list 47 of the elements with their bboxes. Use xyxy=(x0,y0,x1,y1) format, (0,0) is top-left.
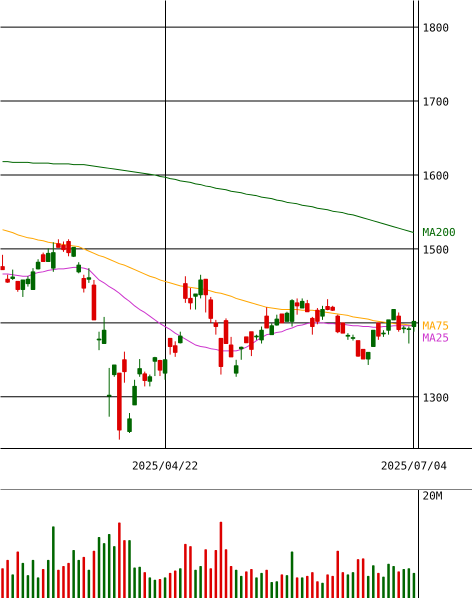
candlestick xyxy=(152,356,158,377)
candlestick xyxy=(228,336,234,358)
candlestick xyxy=(294,298,300,316)
candlestick xyxy=(412,320,416,332)
candlestick xyxy=(158,359,162,377)
candlestick xyxy=(304,299,310,312)
candlestick xyxy=(76,262,81,274)
candlestick xyxy=(15,280,20,292)
text: 20M xyxy=(422,490,443,502)
candlestick xyxy=(264,306,269,328)
x-tick-label: 2025/04/22 xyxy=(132,460,198,472)
y-tick-label: 1700 xyxy=(422,96,449,109)
candlestick xyxy=(148,374,152,387)
candlestick xyxy=(82,274,86,294)
y-tick-label: 1600 xyxy=(422,169,449,182)
candlestick xyxy=(137,358,142,378)
candlestick xyxy=(214,319,218,336)
y-tick-label: 1500 xyxy=(422,243,449,256)
x-tick-label: 2025/07/04 xyxy=(380,460,448,472)
candlestick xyxy=(203,278,208,313)
candlestick xyxy=(142,371,148,387)
candlestick xyxy=(234,359,238,378)
y-tick-label: 1800 xyxy=(422,22,449,35)
candlestick xyxy=(396,312,401,332)
candlestick xyxy=(162,359,168,380)
candlestick xyxy=(269,323,274,336)
candlestick xyxy=(0,254,5,270)
candlestick xyxy=(274,314,280,326)
candlestick xyxy=(10,269,15,280)
candlestick xyxy=(132,379,137,406)
candlestick xyxy=(366,352,370,366)
y-tick-label: 1300 xyxy=(422,391,449,404)
candlestick xyxy=(106,367,112,418)
series-label: MA25 xyxy=(422,331,449,344)
line-series xyxy=(2,161,414,234)
candlestick xyxy=(127,412,132,434)
candlestick xyxy=(320,305,325,320)
candlestick xyxy=(112,364,117,378)
candlestick xyxy=(371,330,376,347)
candlestick xyxy=(86,268,92,284)
candlestick xyxy=(300,298,304,309)
candlestick xyxy=(122,351,127,384)
candlestick xyxy=(238,346,244,360)
series-label: MA75 xyxy=(422,319,449,332)
candlestick xyxy=(376,322,381,340)
series-label: MA200 xyxy=(422,226,456,240)
candlestick xyxy=(208,296,214,324)
